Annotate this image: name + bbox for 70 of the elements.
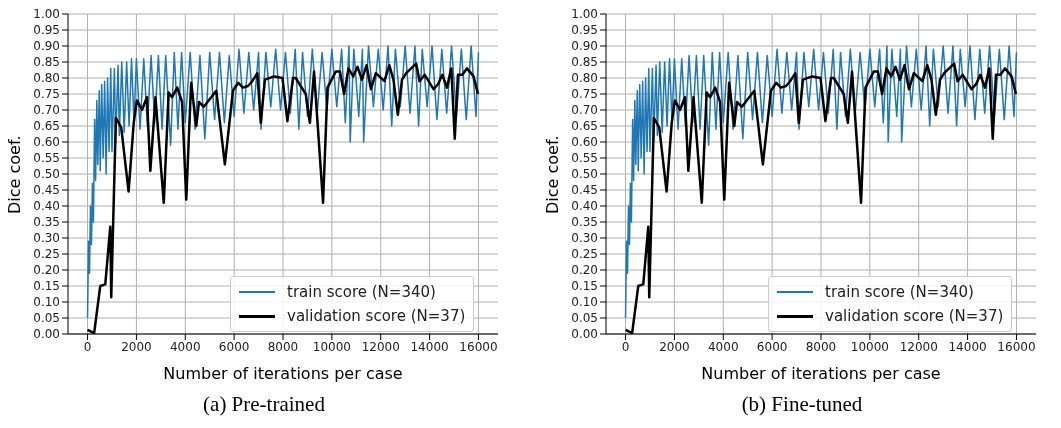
y-tick-label: 0.20	[571, 263, 598, 278]
y-tick-label: 0.45	[571, 183, 598, 198]
y-tick-label: 0.70	[33, 103, 60, 118]
y-tick-label: 0.00	[571, 327, 598, 342]
x-tick-label: 16000	[459, 339, 498, 354]
y-tick-label: 1.00	[571, 7, 598, 22]
x-tick-label: 14000	[410, 339, 449, 354]
x-tick-label: 2000	[121, 339, 152, 354]
x-tick-label: 16000	[997, 339, 1036, 354]
x-tick-label: 10000	[850, 339, 889, 354]
y-tick-label: 0.55	[571, 151, 598, 166]
x-tick-label: 6000	[218, 339, 250, 354]
legend-label: train score (N=340)	[825, 282, 974, 303]
text: (a) Pre-trained	[202, 392, 326, 417]
y-axis-title: Dice coef.	[542, 135, 562, 214]
y-tick-label: 0.95	[571, 23, 598, 38]
x-tick-label: 4000	[170, 339, 201, 354]
x-tick-label: 2000	[659, 339, 690, 354]
x-tick-label: 12000	[361, 339, 400, 354]
y-tick-label: 0.50	[571, 167, 598, 182]
y-tick-label: 0.80	[571, 71, 598, 86]
y-tick-label: 0.60	[33, 135, 60, 150]
legend-label: train score (N=340)	[287, 282, 436, 303]
y-tick-label: 0.75	[571, 87, 598, 102]
y-tick-label: 0.10	[571, 295, 598, 310]
y-tick-label: 0.00	[33, 327, 60, 342]
y-tick-label: 0.70	[571, 103, 598, 118]
legend-label: validation score (N=37)	[825, 306, 1004, 327]
x-tick-label: 8000	[267, 339, 299, 354]
y-tick-label: 0.85	[33, 55, 60, 70]
x-tick-label: 0	[621, 339, 630, 354]
y-tick-label: 0.35	[33, 215, 60, 230]
y-tick-label: 0.20	[33, 263, 60, 278]
y-tick-label: 0.15	[33, 279, 60, 294]
y-tick-label: 0.40	[571, 199, 598, 214]
text: (b) Fine-tuned	[740, 392, 864, 417]
x-tick-label: 4000	[708, 339, 739, 354]
y-tick-label: 1.00	[33, 7, 60, 22]
y-tick-label: 0.10	[33, 295, 60, 310]
y-axis-title: Dice coef.	[4, 135, 24, 214]
x-tick-label: 0	[83, 339, 92, 354]
y-tick-label: 0.45	[33, 183, 60, 198]
x-tick-label: 12000	[899, 339, 938, 354]
y-tick-label: 0.65	[571, 119, 598, 134]
y-tick-label: 0.80	[33, 71, 60, 86]
y-tick-label: 0.05	[33, 311, 60, 326]
y-tick-label: 0.90	[33, 39, 60, 54]
y-tick-label: 0.55	[33, 151, 60, 166]
y-tick-label: 0.65	[33, 119, 60, 134]
x-tick-label: 10000	[312, 339, 351, 354]
y-tick-label: 0.30	[571, 231, 598, 246]
y-tick-label: 0.40	[33, 199, 60, 214]
y-tick-label: 0.90	[571, 39, 598, 54]
x-axis-title: Number of iterations per case	[163, 364, 403, 383]
y-tick-label: 0.30	[33, 231, 60, 246]
y-tick-label: 0.05	[571, 311, 598, 326]
y-tick-label: 0.85	[571, 55, 598, 70]
y-tick-label: 0.75	[33, 87, 60, 102]
y-tick-label: 0.50	[33, 167, 60, 182]
x-tick-label: 6000	[756, 339, 788, 354]
y-tick-label: 0.25	[33, 247, 60, 262]
legend-label: validation score (N=37)	[287, 306, 466, 327]
x-tick-label: 14000	[948, 339, 987, 354]
y-tick-label: 0.25	[571, 247, 598, 262]
x-tick-label: 8000	[805, 339, 837, 354]
y-tick-label: 0.95	[33, 23, 60, 38]
y-tick-label: 0.35	[571, 215, 598, 230]
y-tick-label: 0.60	[571, 135, 598, 150]
y-tick-label: 0.15	[571, 279, 598, 294]
x-axis-title: Number of iterations per case	[701, 364, 941, 383]
